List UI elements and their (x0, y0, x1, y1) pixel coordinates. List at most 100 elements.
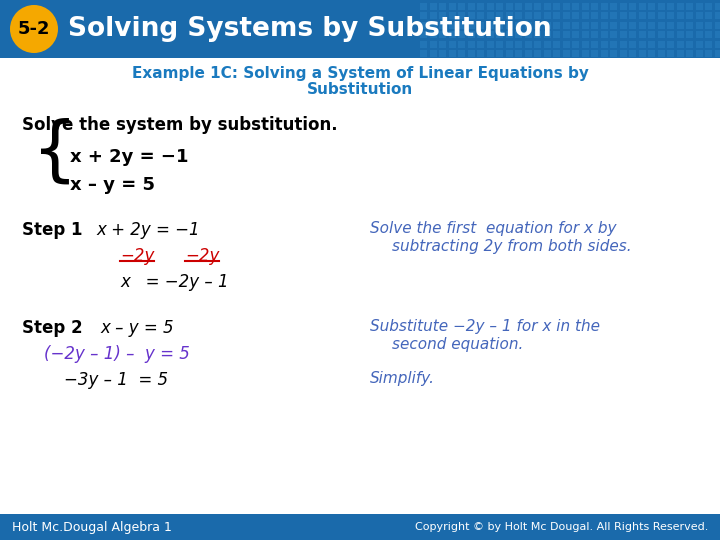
Bar (420, 22, 427, 29)
Bar (714, 3, 720, 10)
Bar (0, 514, 720, 540)
Bar (515, 12, 522, 19)
Bar (467, 31, 474, 38)
Bar (677, 22, 683, 29)
Bar (705, 50, 712, 57)
Bar (677, 12, 683, 19)
Bar (439, 12, 446, 19)
Text: (−2y – 1) –  y = 5: (−2y – 1) – y = 5 (44, 345, 190, 363)
Bar (505, 50, 513, 57)
Bar (430, 22, 436, 29)
Bar (667, 50, 674, 57)
Bar (553, 22, 560, 29)
Bar (487, 3, 493, 10)
Bar (524, 31, 531, 38)
Bar (667, 3, 674, 10)
Bar (686, 40, 693, 48)
Bar (657, 3, 665, 10)
Bar (562, 3, 570, 10)
Bar (553, 12, 560, 19)
Bar (458, 12, 465, 19)
Circle shape (10, 5, 58, 53)
Bar (505, 40, 513, 48)
Bar (600, 50, 608, 57)
Bar (600, 12, 608, 19)
Bar (572, 3, 579, 10)
Bar (610, 40, 617, 48)
Bar (657, 12, 665, 19)
Bar (591, 3, 598, 10)
Bar (705, 40, 712, 48)
Bar (572, 40, 579, 48)
Bar (600, 22, 608, 29)
Bar (610, 3, 617, 10)
Text: Substitute −2y – 1 for x in the: Substitute −2y – 1 for x in the (370, 319, 600, 334)
Bar (582, 31, 588, 38)
Bar (477, 40, 484, 48)
Bar (714, 40, 720, 48)
Text: x + 2y = −1: x + 2y = −1 (70, 148, 189, 166)
Bar (487, 31, 493, 38)
Bar (610, 12, 617, 19)
Bar (515, 50, 522, 57)
Bar (420, 40, 427, 48)
Bar (600, 31, 608, 38)
Bar (458, 40, 465, 48)
Bar (544, 3, 551, 10)
Bar (686, 50, 693, 57)
Bar (705, 3, 712, 10)
Bar (420, 3, 427, 10)
Bar (534, 50, 541, 57)
Bar (515, 40, 522, 48)
Bar (505, 31, 513, 38)
Bar (677, 40, 683, 48)
Bar (467, 40, 474, 48)
Bar (677, 3, 683, 10)
Bar (439, 40, 446, 48)
Bar (639, 22, 646, 29)
Bar (677, 50, 683, 57)
Bar (544, 22, 551, 29)
Bar (477, 31, 484, 38)
Bar (696, 3, 703, 10)
Bar (496, 12, 503, 19)
Bar (639, 12, 646, 19)
Bar (487, 22, 493, 29)
Text: second equation.: second equation. (392, 337, 523, 352)
Bar (572, 31, 579, 38)
Bar (449, 50, 456, 57)
Bar (430, 12, 436, 19)
Bar (553, 50, 560, 57)
Bar (562, 31, 570, 38)
Bar (582, 3, 588, 10)
Bar (515, 3, 522, 10)
Bar (534, 40, 541, 48)
Bar (686, 22, 693, 29)
Bar (705, 31, 712, 38)
Bar (572, 50, 579, 57)
Text: −2y: −2y (120, 247, 154, 265)
Bar (591, 50, 598, 57)
Bar (667, 40, 674, 48)
Bar (648, 40, 655, 48)
Bar (686, 3, 693, 10)
Bar (591, 40, 598, 48)
Bar (705, 22, 712, 29)
Bar (0, 0, 720, 58)
Bar (496, 31, 503, 38)
Text: subtracting 2y from both sides.: subtracting 2y from both sides. (392, 239, 631, 254)
Bar (629, 50, 636, 57)
Bar (524, 12, 531, 19)
Bar (544, 50, 551, 57)
Bar (619, 40, 626, 48)
Bar (686, 12, 693, 19)
Bar (619, 50, 626, 57)
Bar (582, 40, 588, 48)
Bar (420, 50, 427, 57)
Text: Solve the first  equation for x by: Solve the first equation for x by (370, 221, 616, 236)
Bar (657, 31, 665, 38)
Text: {: { (32, 118, 78, 186)
Bar (544, 31, 551, 38)
Bar (562, 22, 570, 29)
Bar (705, 12, 712, 19)
